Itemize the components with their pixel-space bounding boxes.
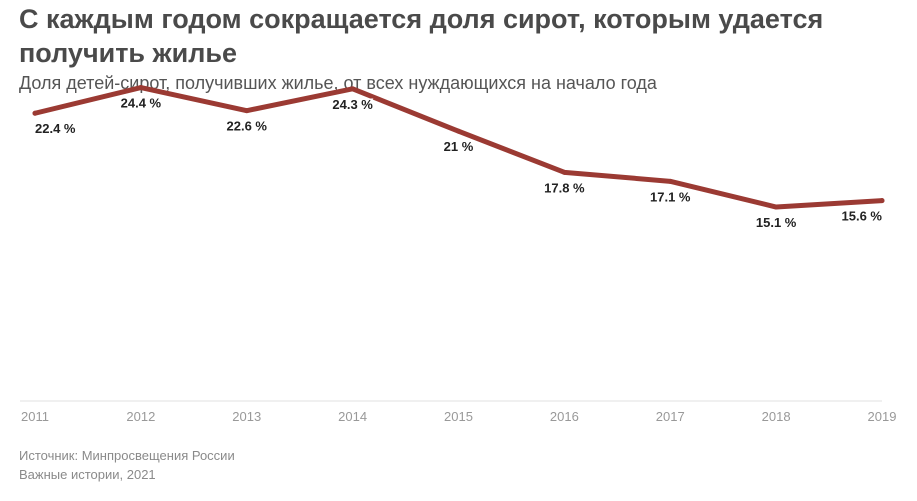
footer: Источник: Минпросвещения России Важные и…	[19, 446, 235, 484]
x-tick-label: 2014	[338, 409, 367, 424]
data-point	[138, 85, 144, 91]
x-tick-label: 2016	[550, 409, 579, 424]
x-tick-label: 2013	[232, 409, 261, 424]
data-point	[561, 169, 567, 175]
x-tick-label: 2015	[444, 409, 473, 424]
source-note: Источник: Минпросвещения России	[19, 448, 235, 463]
data-label: 22.6 %	[227, 119, 268, 134]
data-point	[667, 178, 673, 184]
x-tick-label: 2012	[126, 409, 155, 424]
chart-title: С каждым годом сокращается доля сирот, к…	[19, 4, 824, 68]
line-chart: 2011 2012 2013 2014 2015 2016 2017 2018 2019 22.4…	[20, 85, 897, 424]
x-tick-label: 2018	[762, 409, 791, 424]
data-label: 15.1 %	[756, 215, 797, 230]
data-point	[773, 204, 779, 210]
credit-note: Важные истории, 2021	[19, 467, 156, 482]
data-point	[350, 86, 356, 92]
x-tick-label: 2019	[868, 409, 897, 424]
data-point	[456, 128, 461, 134]
x-tick-label: 2011	[21, 409, 49, 424]
data-label: 24.3 %	[332, 97, 373, 112]
data-label: 15.6 %	[842, 209, 883, 224]
data-point	[244, 108, 250, 114]
data-label: 17.1 %	[650, 189, 691, 204]
data-label: 24.4 %	[121, 96, 162, 111]
chart-subtitle: Доля детей-сирот, получивших жилье, от в…	[19, 73, 657, 93]
data-label: 22.4 %	[35, 121, 76, 136]
data-point	[879, 198, 885, 204]
data-label: 17.8 %	[544, 180, 585, 195]
data-point	[32, 110, 38, 116]
data-label: 21 %	[444, 139, 474, 154]
x-tick-label: 2017	[656, 409, 685, 424]
